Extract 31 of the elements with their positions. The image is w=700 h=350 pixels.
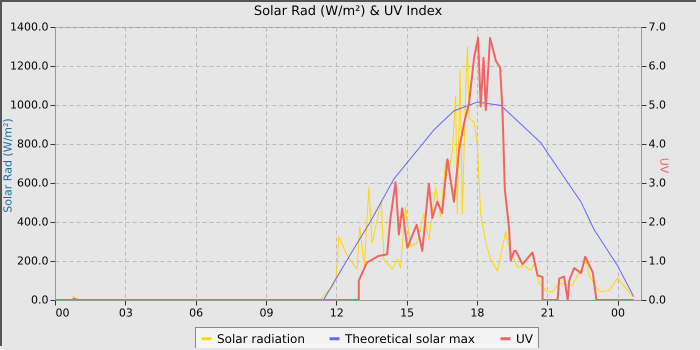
x-tick-label: 00 xyxy=(611,306,626,320)
y2-tick-label: 0.0 xyxy=(648,294,666,306)
chart-title: Solar Rad (W/m²) & UV Index xyxy=(254,4,442,19)
y2-tick-label: 4.0 xyxy=(648,138,666,150)
y-tick-label: 600.0 xyxy=(17,176,48,190)
y-axis-title: Solar Rad (W/m²) xyxy=(2,118,14,213)
legend-label: Theoretical solar max xyxy=(344,332,476,346)
legend-label: Solar radiation xyxy=(217,332,305,346)
y-tick-label: 400.0 xyxy=(17,216,48,228)
y-tick-label: 1000.0 xyxy=(10,98,48,112)
y2-tick-label: 6.0 xyxy=(648,60,666,72)
x-tick-label: 09 xyxy=(259,306,274,320)
y2-tick-label: 3.0 xyxy=(648,176,666,190)
legend-label: UV xyxy=(516,332,534,346)
x-tick-label: 15 xyxy=(400,306,414,320)
y-tick-label: 800.0 xyxy=(17,138,48,150)
x-tick-label: 00 xyxy=(56,306,70,320)
y2-tick-label: 1.0 xyxy=(648,254,666,268)
x-tick-label: 06 xyxy=(189,306,204,320)
x-tick-label: 21 xyxy=(540,306,555,320)
y2-tick-label: 5.0 xyxy=(648,98,666,112)
y-tick-label: 1400.0 xyxy=(10,20,48,34)
y-tick-label: 0.0 xyxy=(31,294,48,306)
y2-tick-label: 2.0 xyxy=(648,216,666,228)
y2-axis-title: UV xyxy=(658,158,670,174)
y2-tick-label: 7.0 xyxy=(648,20,666,34)
x-tick-label: 12 xyxy=(330,306,344,320)
y-tick-label: 200.0 xyxy=(17,254,48,268)
y-tick-label: 1200.0 xyxy=(10,60,48,72)
x-tick-label: 18 xyxy=(470,306,484,320)
x-tick-label: 03 xyxy=(118,306,133,320)
